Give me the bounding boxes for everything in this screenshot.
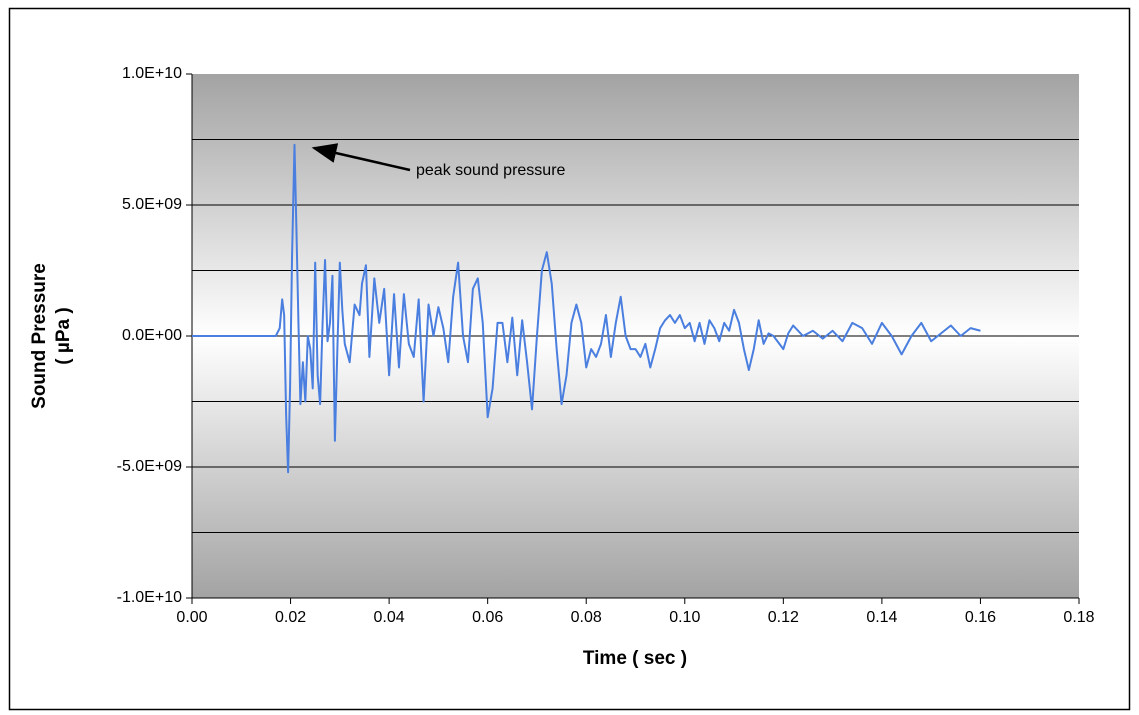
y-axis-title: Sound Pressure	[29, 263, 50, 409]
x-tick-label: 0.00	[176, 609, 207, 626]
y-tick-label: 1.0E+10	[122, 65, 182, 82]
y-tick-label: -5.0E+09	[117, 458, 182, 475]
x-tick-label: 0.18	[1063, 609, 1094, 626]
x-tick-label: 0.10	[669, 609, 700, 626]
x-tick-label: 0.04	[374, 609, 405, 626]
x-tick-label: 0.08	[571, 609, 602, 626]
x-tick-label: 0.12	[768, 609, 799, 626]
y-tick-label: 0.0E+00	[122, 327, 182, 344]
y-tick-label: 5.0E+09	[122, 196, 182, 213]
y-tick-label: -1.0E+10	[117, 589, 182, 606]
x-tick-label: 0.02	[275, 609, 306, 626]
annotation-arrow	[311, 143, 411, 172]
data-line	[192, 143, 981, 474]
x-tick-label: 0.06	[472, 609, 503, 626]
x-tick-label: 0.16	[965, 609, 996, 626]
x-axis-title: Time ( sec )	[583, 648, 687, 669]
y-axis-title: ( µPa )	[53, 307, 74, 364]
x-tick-label: 0.14	[866, 609, 897, 626]
annotation: peak sound pressure	[416, 162, 566, 179]
